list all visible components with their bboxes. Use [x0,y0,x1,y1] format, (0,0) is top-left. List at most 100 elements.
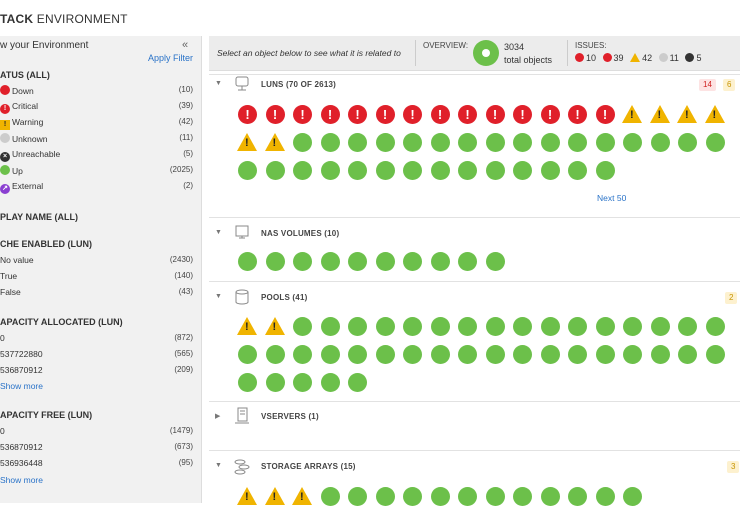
healthy-object-icon[interactable] [595,345,615,364]
healthy-object-icon[interactable] [623,487,642,506]
healthy-object-icon[interactable] [458,487,477,506]
critical-object-icon[interactable]: ! [568,105,587,124]
healthy-object-icon[interactable] [678,317,697,336]
healthy-object-icon[interactable] [375,133,395,152]
healthy-object-icon[interactable] [320,161,340,180]
collapse-sidebar-icon[interactable]: « [182,39,189,51]
healthy-object-icon[interactable] [293,373,312,392]
healthy-object-icon[interactable] [485,133,505,152]
healthy-object-icon[interactable] [513,345,532,364]
healthy-object-icon[interactable] [485,252,505,271]
critical-object-icon[interactable]: ! [238,105,257,124]
issue-down-count[interactable]: 10 [575,53,596,63]
healthy-object-icon[interactable] [705,317,725,336]
warning-badge[interactable]: 2 [725,292,738,304]
healthy-object-icon[interactable] [485,161,505,180]
healthy-object-icon[interactable] [293,345,312,364]
healthy-object-icon[interactable] [430,133,450,152]
healthy-object-icon[interactable] [458,317,477,336]
healthy-object-icon[interactable] [320,317,340,336]
healthy-object-icon[interactable] [485,317,505,336]
healthy-object-icon[interactable] [650,133,670,152]
issue-warning-count[interactable]: 42 [630,53,652,63]
critical-object-icon[interactable]: ! [595,105,615,124]
healthy-object-icon[interactable] [293,252,312,271]
status-filter-unreachable[interactable]: × Unreachable (5) [0,149,193,162]
healthy-object-icon[interactable] [320,252,340,271]
expand-caret-icon[interactable]: ▼ [215,229,222,236]
capacity-allocated-item[interactable]: 537722880 (565) [0,349,193,359]
healthy-object-icon[interactable] [623,345,642,364]
expand-caret-icon[interactable]: ▼ [215,80,222,87]
healthy-object-icon[interactable] [430,252,450,271]
critical-object-icon[interactable]: ! [430,105,450,124]
display-name-section-title[interactable]: PLAY NAME (ALL) [0,212,79,222]
healthy-object-icon[interactable] [568,317,587,336]
group-header-nas-volumes[interactable]: ▼ NAS VOLUMES (10) [209,224,740,244]
show-more-link[interactable]: Show more [0,475,43,485]
healthy-object-icon[interactable] [348,373,367,392]
healthy-object-icon[interactable] [375,161,395,180]
capacity-free-item[interactable]: 536936448 (95) [0,458,193,468]
cache-filter-item[interactable]: No value (2430) [0,255,193,265]
critical-object-icon[interactable]: ! [293,105,312,124]
critical-object-icon[interactable]: ! [403,105,422,124]
status-section-title[interactable]: ATUS (ALL) [0,70,50,80]
status-filter-up[interactable]: Up (2025) [0,165,193,178]
critical-object-icon[interactable]: ! [485,105,505,124]
warning-object-icon[interactable]: ! [704,105,725,123]
healthy-object-icon[interactable] [238,373,257,392]
healthy-object-icon[interactable] [348,161,367,180]
group-header-luns[interactable]: ▼ LUNS (70 OF 2613) 14 6 [209,75,740,95]
warning-object-icon[interactable]: ! [237,317,257,335]
healthy-object-icon[interactable] [430,487,450,506]
healthy-object-icon[interactable] [678,133,697,152]
healthy-object-icon[interactable] [458,345,477,364]
warning-object-icon[interactable]: ! [264,317,285,335]
critical-badge[interactable]: 14 [699,79,716,91]
show-more-link[interactable]: Show more [0,381,43,391]
warning-object-icon[interactable]: ! [264,133,285,151]
status-filter-warning[interactable]: ! Warning (42) [0,117,193,130]
cache-section-title[interactable]: CHE ENABLED (LUN) [0,239,92,249]
healthy-object-icon[interactable] [293,161,312,180]
healthy-object-icon[interactable] [320,345,340,364]
healthy-object-icon[interactable] [623,317,642,336]
healthy-object-icon[interactable] [403,133,422,152]
healthy-object-icon[interactable] [540,133,560,152]
warning-badge[interactable]: 3 [727,461,740,473]
healthy-object-icon[interactable] [403,161,422,180]
capacity-allocated-item[interactable]: 536870912 (209) [0,365,193,375]
healthy-object-icon[interactable] [320,133,340,152]
healthy-object-icon[interactable] [458,161,477,180]
healthy-object-icon[interactable] [513,133,532,152]
warning-badge[interactable]: 6 [723,79,736,91]
expand-caret-icon[interactable]: ▼ [215,462,222,469]
healthy-object-icon[interactable] [623,133,642,152]
capacity-free-item[interactable]: 536870912 (673) [0,442,193,452]
healthy-object-icon[interactable] [403,317,422,336]
healthy-object-icon[interactable] [513,487,532,506]
capacity-allocated-section-title[interactable]: APACITY ALLOCATED (LUN) [0,317,123,327]
healthy-object-icon[interactable] [485,487,505,506]
healthy-object-icon[interactable] [650,317,670,336]
capacity-free-item[interactable]: 0 (1479) [0,426,193,436]
capacity-free-section-title[interactable]: APACITY FREE (LUN) [0,410,93,420]
group-header-storage-arrays[interactable]: ▼ STORAGE ARRAYS (15) 3 [209,457,740,477]
status-filter-unknown[interactable]: Unknown (11) [0,133,193,146]
healthy-object-icon[interactable] [375,487,395,506]
expand-caret-icon[interactable]: ▶ [215,413,221,420]
group-header-pools[interactable]: ▼ POOLS (41) 2 [209,288,740,308]
healthy-object-icon[interactable] [265,252,285,271]
expand-caret-icon[interactable]: ▼ [215,293,222,300]
healthy-object-icon[interactable] [595,133,615,152]
healthy-object-icon[interactable] [705,133,725,152]
issue-unknown-count[interactable]: 11 [658,53,679,63]
healthy-object-icon[interactable] [430,345,450,364]
cache-filter-item[interactable]: False (43) [0,287,193,297]
healthy-object-icon[interactable] [348,345,367,364]
healthy-object-icon[interactable] [265,373,285,392]
healthy-object-icon[interactable] [595,487,615,506]
critical-object-icon[interactable]: ! [348,105,367,124]
healthy-object-icon[interactable] [650,345,670,364]
